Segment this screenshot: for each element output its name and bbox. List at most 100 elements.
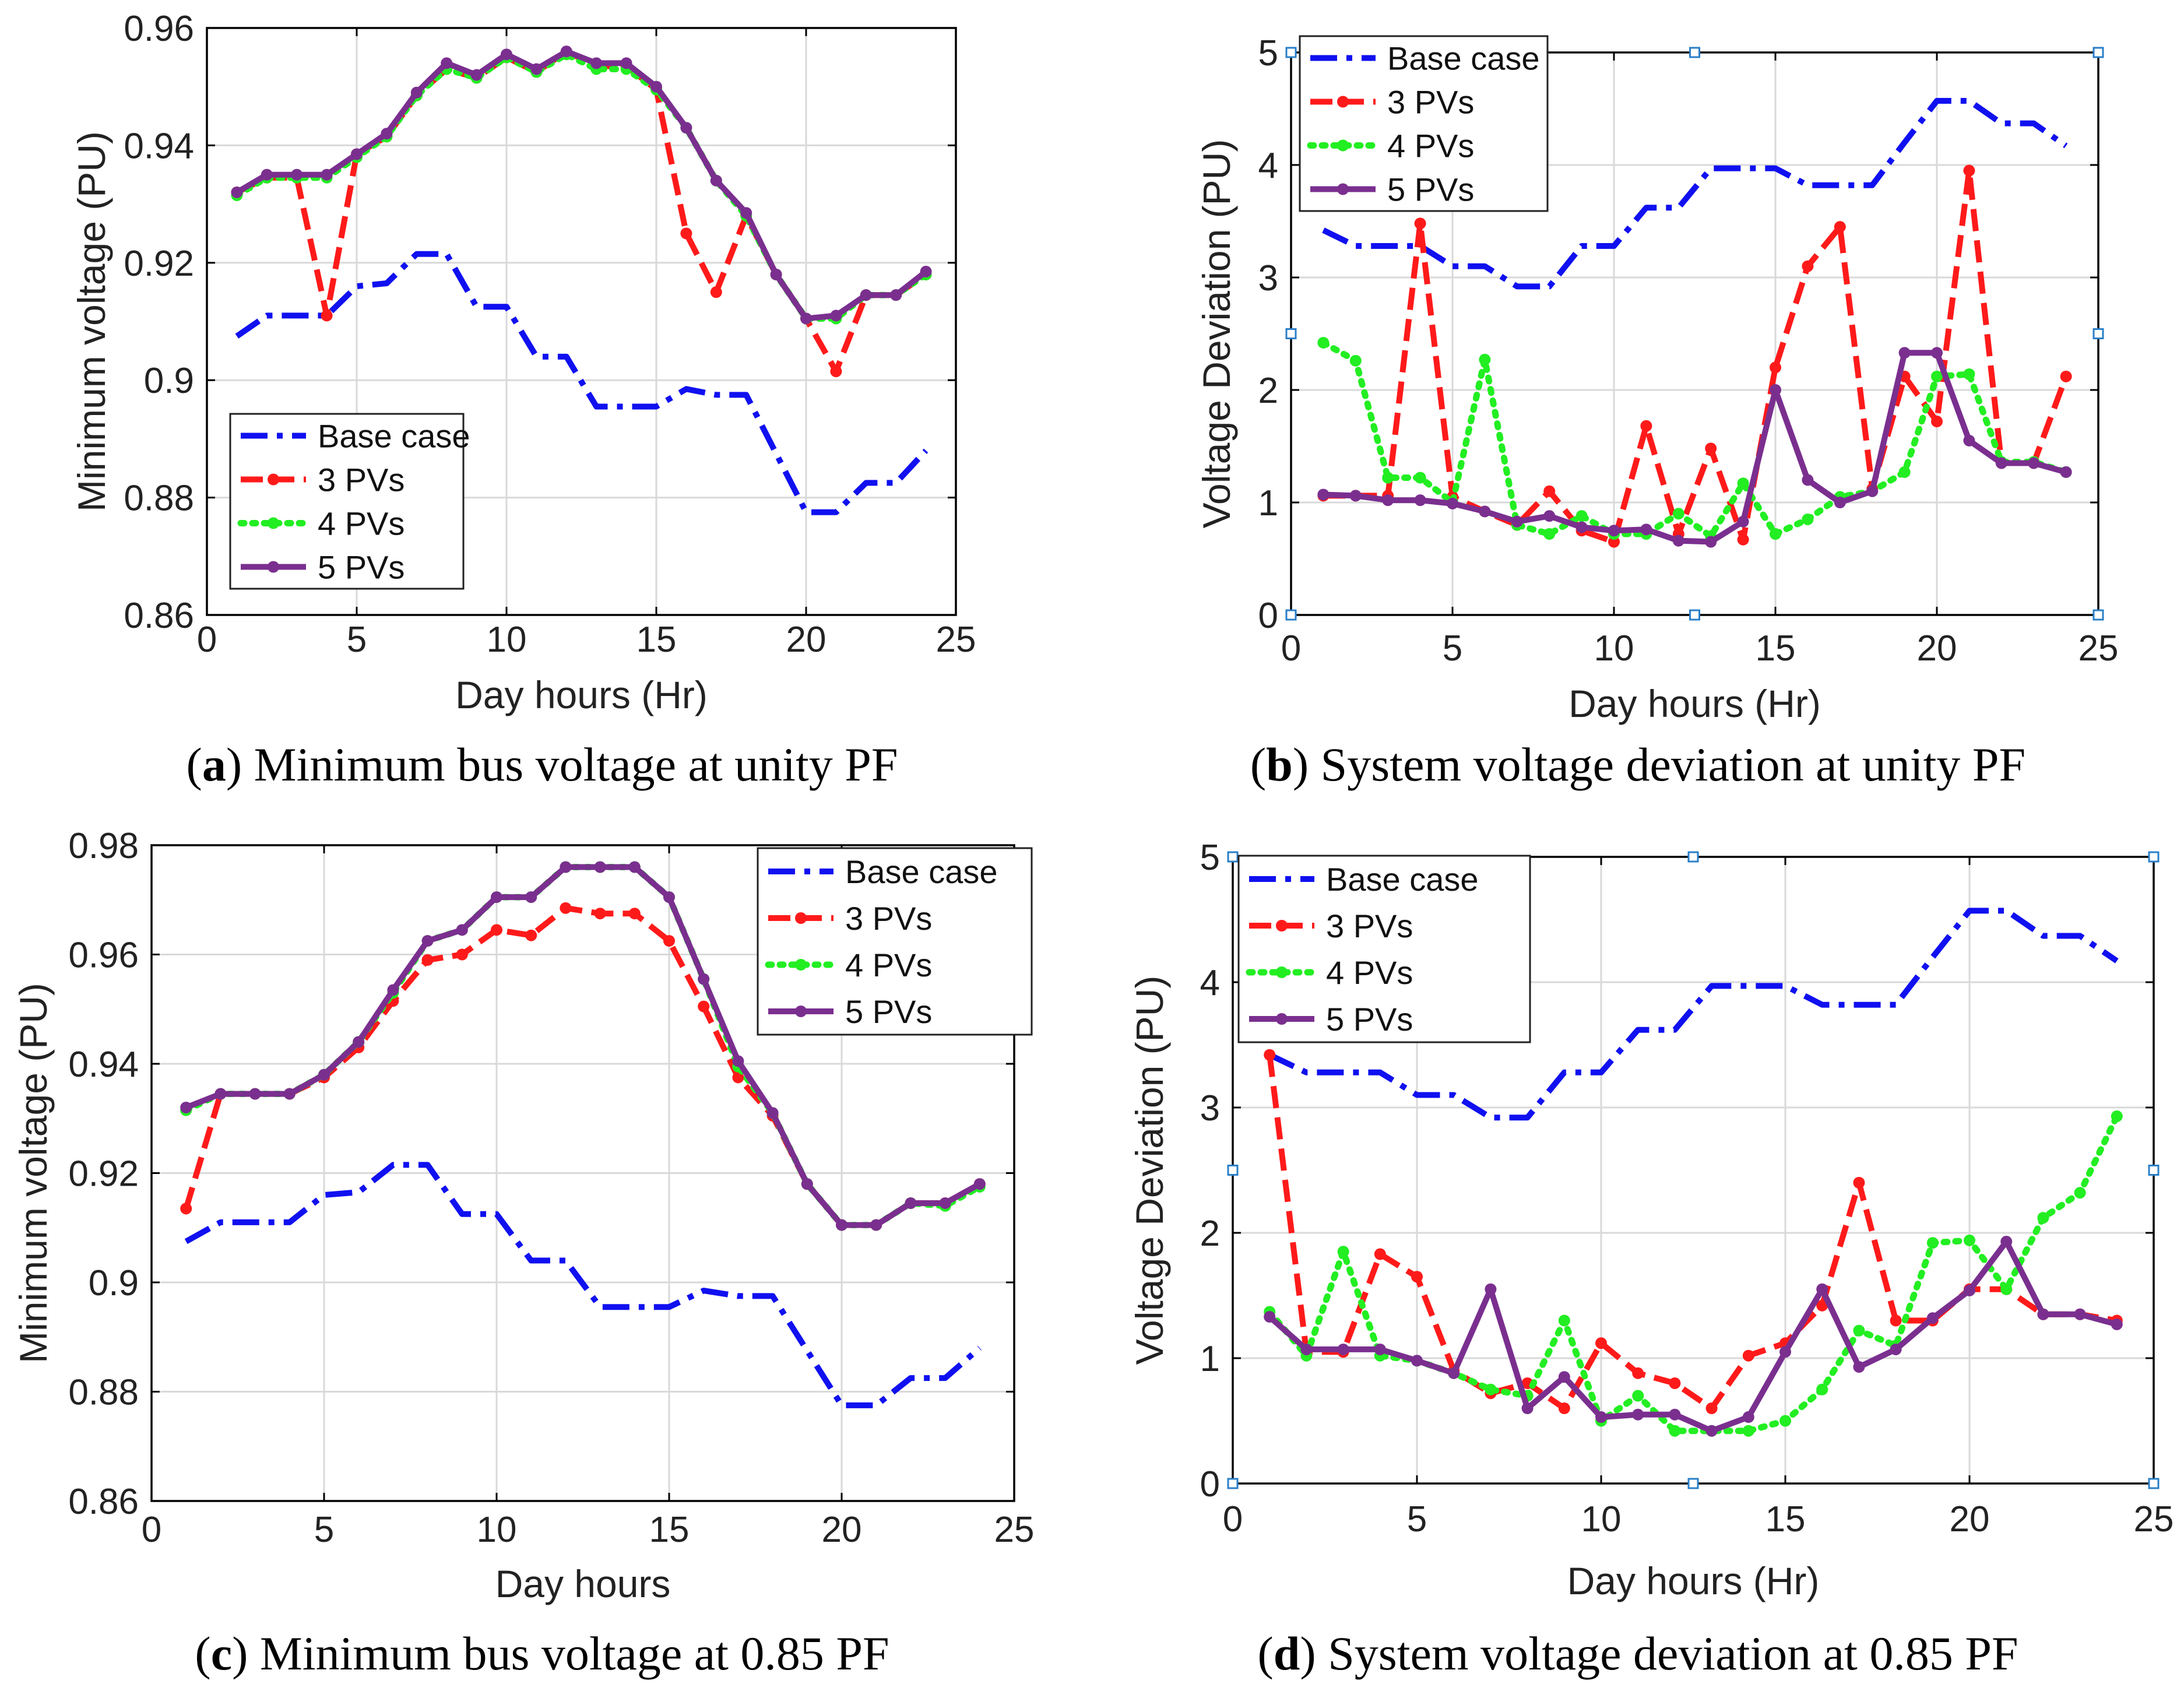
data-point-pv5 bbox=[1866, 485, 1879, 497]
selection-handle bbox=[2148, 1478, 2160, 1489]
selection-handle bbox=[1285, 47, 1297, 58]
data-point-pv3 bbox=[421, 954, 434, 966]
legend-box bbox=[229, 413, 465, 590]
data-point-pv5 bbox=[410, 86, 423, 99]
series-line-pv3 bbox=[1323, 167, 2069, 545]
x-tick-label: 5 bbox=[1407, 1499, 1427, 1539]
data-point-pv5 bbox=[291, 168, 303, 181]
data-point-pv5 bbox=[318, 1068, 330, 1081]
data-point-pv5 bbox=[2060, 466, 2072, 478]
x-tick-label: 20 bbox=[1950, 1499, 1990, 1539]
data-point-pv5 bbox=[560, 861, 572, 873]
series-pv4 bbox=[1317, 336, 2072, 542]
selection-handle bbox=[1689, 609, 1700, 621]
data-point-pv3 bbox=[1853, 1177, 1865, 1189]
legend-marker-pv4 bbox=[795, 959, 807, 971]
panel-b-chart: 0 5 10 15 20 25 0 1 2 3 4 5 Day hours (Hr) Voltage De… bbox=[1195, 33, 2118, 725]
legend-marker-pv4 bbox=[268, 517, 279, 529]
data-point-pv5 bbox=[387, 984, 399, 996]
data-point-pv5 bbox=[1898, 347, 1911, 359]
data-point-pv5 bbox=[1448, 1367, 1460, 1379]
x-tick-label: 25 bbox=[2134, 1499, 2174, 1539]
data-point-pv5 bbox=[1964, 1284, 1975, 1296]
data-point-pv5 bbox=[870, 1219, 882, 1231]
x-tick-label: 25 bbox=[2079, 628, 2119, 669]
data-point-pv4 bbox=[1853, 1324, 1865, 1337]
data-point-pv5 bbox=[1926, 1312, 1939, 1324]
x-tick-label: 25 bbox=[994, 1510, 1035, 1550]
data-point-pv5 bbox=[214, 1088, 227, 1100]
y-tick-label: 2 bbox=[1200, 1214, 1220, 1254]
x-tick-label: 0 bbox=[197, 620, 217, 660]
data-point-pv5 bbox=[456, 924, 468, 936]
data-point-pv5 bbox=[1802, 474, 1814, 486]
legend-label-pv3: 3 PVs bbox=[1326, 908, 1413, 944]
data-point-pv5 bbox=[261, 168, 273, 181]
data-point-pv5 bbox=[1337, 1343, 1349, 1355]
legend-marker-pv4 bbox=[1276, 966, 1288, 978]
legend-label-pv3: 3 PVs bbox=[318, 462, 405, 498]
x-tick-label: 10 bbox=[1581, 1499, 1622, 1539]
data-point-pv3 bbox=[321, 310, 333, 322]
data-point-pv5 bbox=[1779, 1346, 1791, 1358]
axes-box bbox=[206, 27, 957, 616]
data-point-pv5 bbox=[770, 268, 782, 280]
data-point-pv5 bbox=[890, 289, 902, 301]
data-point-pv3 bbox=[1411, 1271, 1423, 1283]
data-point-pv5 bbox=[1543, 510, 1556, 522]
x-tick-label: 15 bbox=[1766, 1499, 1806, 1539]
legend-box bbox=[1299, 35, 1549, 212]
data-point-pv3 bbox=[830, 365, 842, 378]
data-point-pv5 bbox=[1963, 434, 1975, 447]
data-point-pv5 bbox=[680, 122, 692, 134]
data-point-pv5 bbox=[1890, 1343, 1902, 1355]
series-line-pv5 bbox=[1267, 1239, 2118, 1434]
x-tick-label: 0 bbox=[1223, 1499, 1243, 1539]
data-point-pv4 bbox=[2037, 1212, 2049, 1224]
data-point-pv5 bbox=[939, 1197, 951, 1210]
data-point-pv3 bbox=[1705, 442, 1717, 455]
legend-label-pv4: 4 PVs bbox=[1387, 128, 1474, 164]
series-line-base bbox=[235, 251, 929, 515]
selection-handle bbox=[2148, 851, 2160, 863]
data-point-pv4 bbox=[1349, 354, 1362, 367]
legend-marker-pv4 bbox=[1337, 139, 1349, 152]
data-point-pv5 bbox=[1558, 1371, 1570, 1383]
selection-handle bbox=[1285, 609, 1297, 621]
x-axis-label: Day hours (Hr) bbox=[1568, 682, 1821, 725]
data-point-pv3 bbox=[1742, 1349, 1754, 1362]
data-point-pv5 bbox=[905, 1197, 917, 1210]
data-point-pv3 bbox=[1834, 221, 1846, 233]
data-point-pv3 bbox=[1640, 420, 1652, 432]
data-point-pv3 bbox=[1669, 1377, 1681, 1389]
data-point-pv5 bbox=[1447, 497, 1458, 509]
x-tick-label: 10 bbox=[487, 620, 527, 660]
data-point-pv3 bbox=[680, 227, 692, 240]
data-point-pv5 bbox=[1853, 1361, 1865, 1373]
data-point-pv5 bbox=[836, 1219, 847, 1231]
data-point-pv4 bbox=[1414, 472, 1426, 484]
data-point-pv5 bbox=[1705, 536, 1717, 548]
series-line-base bbox=[1322, 98, 2068, 290]
data-point-pv5 bbox=[830, 310, 842, 322]
data-point-pv3 bbox=[1264, 1049, 1276, 1061]
y-axis-label: Minimum voltage (PU) bbox=[12, 983, 55, 1363]
y-tick-label: 0.86 bbox=[124, 596, 194, 636]
selection-handle bbox=[1285, 328, 1297, 339]
x-tick-label: 0 bbox=[1281, 628, 1301, 669]
data-point-pv4 bbox=[1669, 1425, 1681, 1437]
y-tick-label: 0.96 bbox=[68, 936, 139, 976]
data-point-pv5 bbox=[381, 128, 393, 140]
caption-b-text: System voltage deviation at unity PF bbox=[1320, 738, 2026, 791]
data-point-pv5 bbox=[1834, 497, 1846, 508]
data-point-pv5 bbox=[1300, 1343, 1313, 1355]
y-tick-label: 2 bbox=[1258, 371, 1278, 411]
data-point-pv5 bbox=[1595, 1411, 1607, 1423]
y-tick-label: 5 bbox=[1200, 838, 1220, 878]
data-point-pv3 bbox=[491, 924, 502, 936]
y-tick-label: 3 bbox=[1258, 258, 1278, 298]
data-point-pv5 bbox=[1640, 523, 1652, 536]
data-point-pv3 bbox=[710, 286, 722, 298]
x-tick-label: 0 bbox=[142, 1510, 161, 1550]
caption-b-letter: b bbox=[1266, 738, 1293, 791]
